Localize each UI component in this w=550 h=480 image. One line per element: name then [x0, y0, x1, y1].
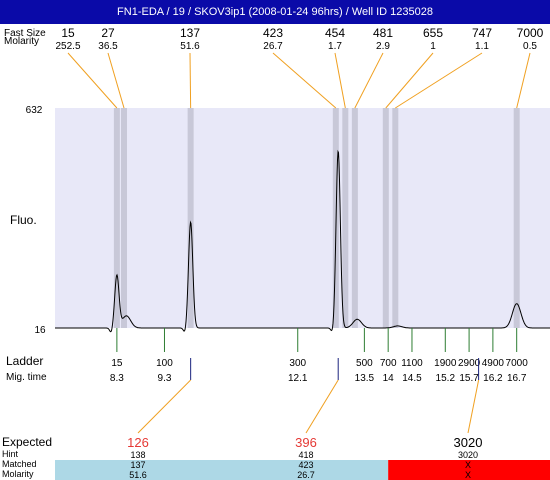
ladder-size-label: 15	[111, 358, 123, 369]
fragment-leader-line	[395, 52, 483, 109]
fragment-band	[351, 108, 358, 328]
fragment-size-label: 137	[180, 26, 200, 40]
plot-area	[55, 108, 550, 328]
fragment-leader-line	[516, 52, 531, 109]
fragment-leader-line	[334, 52, 346, 109]
fragment-leader-line	[189, 52, 192, 109]
expected-leader-line	[137, 379, 192, 434]
window-title: FN1-EDA / 19 / SKOV3ip1 (2008-01-24 96hr…	[0, 0, 550, 24]
ladder-size-label: 700	[380, 358, 397, 369]
matched-value: 137	[130, 460, 145, 470]
fragment-band	[513, 108, 520, 328]
fragment-band	[392, 108, 399, 328]
fragment-band	[121, 108, 128, 328]
fragment-leader-line	[272, 52, 337, 109]
expected-leader-line	[467, 379, 480, 434]
ladder-size-label: 7000	[506, 358, 529, 369]
molarity-label-bottom: Molarity	[2, 469, 34, 479]
ladder-time-label: 14.5	[402, 373, 422, 384]
ladder-size-label: 500	[356, 358, 373, 369]
ladder-size-label: 2900	[458, 358, 481, 369]
molarity-value: 51.6	[129, 470, 147, 480]
ladder-time-label: 8.3	[110, 373, 124, 384]
fluo-axis-label: Fluo.	[10, 213, 37, 227]
expected-size-label: 126	[127, 435, 149, 450]
ladder-time-label: 15.2	[436, 373, 456, 384]
expected-leader-line	[305, 379, 339, 434]
ladder-time-label: 13.5	[355, 373, 375, 384]
fragment-size-label: 15	[61, 26, 75, 40]
y-tick-label: 16	[34, 325, 46, 336]
fragment-molarity-label: 26.7	[263, 41, 283, 52]
ladder-size-label: 1900	[434, 358, 457, 369]
fragment-molarity-label: 2.9	[376, 41, 390, 52]
fragment-molarity-label: 252.5	[55, 41, 80, 52]
fragment-band	[113, 108, 120, 328]
hint-value: 3020	[458, 450, 478, 460]
molarity-value: 26.7	[297, 470, 315, 480]
fragment-molarity-label: 1	[430, 41, 436, 52]
fragment-size-label: 7000	[517, 26, 544, 40]
mig-time-label: Mig. time	[6, 372, 47, 383]
ladder-size-label: 300	[289, 358, 306, 369]
ladder-time-label: 9.3	[158, 373, 172, 384]
fragment-leader-line	[385, 52, 434, 109]
molarity-label-top: Molarity	[4, 36, 39, 47]
expected-label: Expected	[2, 435, 52, 449]
matched-label: Matched	[2, 459, 37, 469]
ladder-size-label: 4900	[482, 358, 505, 369]
fragment-band	[187, 108, 194, 328]
fragment-size-label: 481	[373, 26, 393, 40]
hint-value: 138	[130, 450, 145, 460]
fragment-leader-line	[67, 52, 118, 109]
fragment-molarity-label: 1.7	[328, 41, 342, 52]
ladder-label: Ladder	[6, 354, 43, 368]
fragment-molarity-label: 51.6	[180, 41, 200, 52]
ladder-time-label: 14	[383, 373, 395, 384]
fast-size-label: Fast Size	[4, 28, 46, 39]
hint-label: Hint	[2, 449, 19, 459]
fragment-band	[342, 108, 349, 328]
ladder-time-label: 12.1	[288, 373, 308, 384]
molarity-value: X	[465, 470, 471, 480]
fragment-size-label: 27	[101, 26, 115, 40]
fragment-band	[382, 108, 389, 328]
expected-size-label: 396	[295, 435, 317, 450]
expected-size-label: 3020	[454, 435, 483, 450]
matched-value: X	[465, 460, 471, 470]
match-segment	[55, 460, 389, 480]
ladder-time-label: 16.7	[507, 373, 527, 384]
fragment-molarity-label: 0.5	[523, 41, 537, 52]
match-segment	[388, 460, 550, 480]
ladder-time-label: 16.2	[483, 373, 503, 384]
fragment-size-label: 655	[423, 26, 443, 40]
y-tick-label: 632	[26, 105, 43, 116]
fragment-size-label: 454	[325, 26, 345, 40]
ladder-size-label: 100	[156, 358, 173, 369]
fragment-molarity-label: 1.1	[475, 41, 489, 52]
fragment-leader-line	[354, 52, 384, 109]
ladder-size-label: 1100	[401, 358, 423, 369]
ladder-time-label: 15.7	[459, 373, 479, 384]
fragment-size-label: 423	[263, 26, 283, 40]
fluorescence-trace	[55, 149, 550, 333]
hint-value: 418	[298, 450, 313, 460]
matched-value: 423	[298, 460, 313, 470]
fragment-leader-line	[107, 52, 125, 109]
fragment-size-label: 747	[472, 26, 492, 40]
fragment-molarity-label: 36.5	[98, 41, 118, 52]
